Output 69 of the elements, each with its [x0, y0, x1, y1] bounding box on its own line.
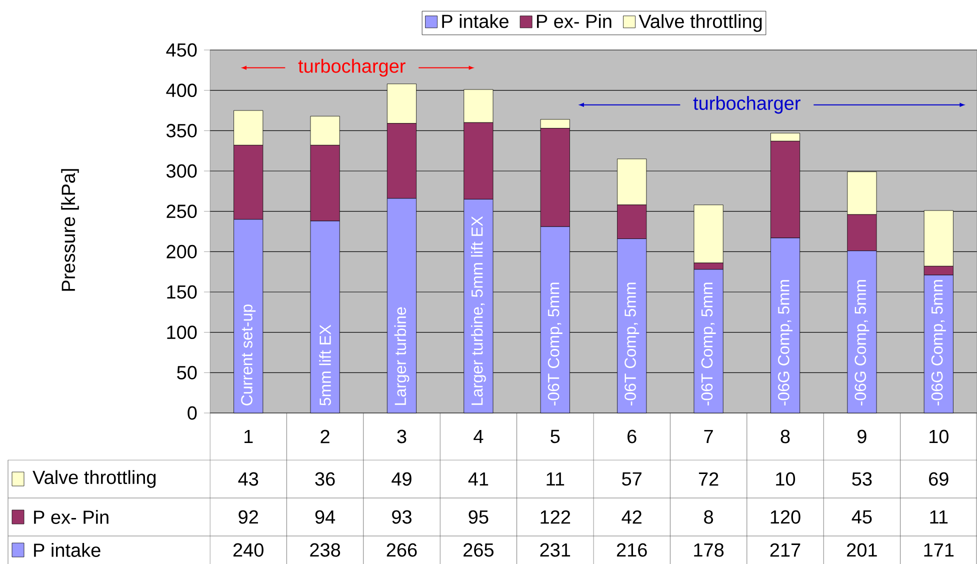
data-label: 178 — [694, 543, 724, 557]
data-label: 266 — [386, 543, 417, 557]
data-label: 216 — [616, 543, 647, 557]
data-label: 93 — [392, 510, 412, 524]
data-label: 122 — [540, 510, 570, 524]
legend-label: P intake — [442, 14, 508, 28]
y-tick-label: 100 — [167, 326, 197, 340]
x-tick-label: 7 — [704, 430, 713, 444]
data-label: 217 — [770, 543, 800, 557]
data-label: 201 — [847, 543, 877, 557]
y-tick-label: 300 — [166, 164, 197, 178]
annotation: 5mm lift EX — [319, 324, 331, 406]
data-label: 53 — [852, 472, 872, 486]
data-label: 36 — [315, 472, 335, 486]
y-tick-label: 350 — [166, 124, 197, 138]
data-label: 72 — [698, 472, 718, 486]
x-tick-label: 8 — [780, 430, 790, 444]
data-label: 11 — [930, 510, 948, 524]
annotation: Larger turbine — [394, 307, 410, 405]
x-tick-label: 6 — [628, 430, 636, 444]
annotation: Larger turbine, 5mm lift EX — [471, 216, 486, 405]
text: Valve throttling — [32, 470, 156, 488]
y-tick-label: 200 — [166, 244, 197, 258]
data-label: 265 — [464, 543, 494, 557]
data-label: 45 — [852, 510, 872, 524]
data-label: 10 — [776, 472, 796, 486]
y-tick-label: 0 — [188, 406, 197, 420]
annotation: turbocharger — [693, 96, 800, 114]
data-label: 42 — [622, 510, 642, 524]
data-label: 171 — [924, 543, 954, 557]
x-tick-label: 4 — [474, 430, 484, 444]
text: P intake — [34, 543, 100, 557]
x-tick-label: 5 — [550, 430, 560, 444]
annotation: -06T Comp, 5mm — [548, 282, 562, 406]
x-tick-label: 3 — [397, 430, 406, 444]
y-tick-label: 50 — [177, 366, 197, 380]
data-label: 231 — [540, 543, 570, 557]
annotation: Current set-up — [241, 304, 256, 406]
data-label: 94 — [315, 510, 336, 524]
data-label: 57 — [622, 472, 642, 486]
legend-label: Valve throttling — [638, 14, 762, 32]
y-tick-label: 250 — [166, 204, 197, 218]
x-tick-label: 9 — [858, 430, 866, 444]
annotation: turbocharger — [298, 58, 406, 77]
annotation: -06G Comp, 5mm — [854, 280, 870, 406]
data-label: 95 — [468, 510, 488, 524]
annotation: -06G Comp, 5mm — [778, 280, 792, 406]
legend-label: P ex- Pin — [536, 14, 612, 28]
annotation: -06G Comp, 5mm — [931, 280, 946, 406]
data-label: 49 — [392, 472, 412, 486]
y-axis-title: Pressure [kPa] — [61, 169, 79, 291]
y-tick-label: 400 — [166, 84, 197, 98]
x-tick-label: 2 — [320, 430, 330, 444]
x-tick-label: 1 — [244, 430, 253, 444]
data-label: 92 — [238, 510, 258, 524]
text: P ex- Pin — [34, 510, 108, 524]
y-tick-label: 150 — [167, 285, 197, 299]
y-tick-label: 450 — [166, 43, 197, 57]
annotation: -06T Comp, 5mm — [701, 282, 716, 406]
data-label: 240 — [233, 543, 264, 557]
data-label: 69 — [929, 472, 948, 486]
data-label: 238 — [310, 543, 340, 557]
data-label: 43 — [238, 472, 258, 486]
data-label: 11 — [546, 472, 564, 486]
data-label: 120 — [770, 510, 800, 524]
data-label: 41 — [468, 472, 488, 486]
x-tick-label: 10 — [930, 430, 948, 444]
data-label: 8 — [704, 510, 714, 524]
annotation: -06T Comp, 5mm — [624, 282, 640, 406]
